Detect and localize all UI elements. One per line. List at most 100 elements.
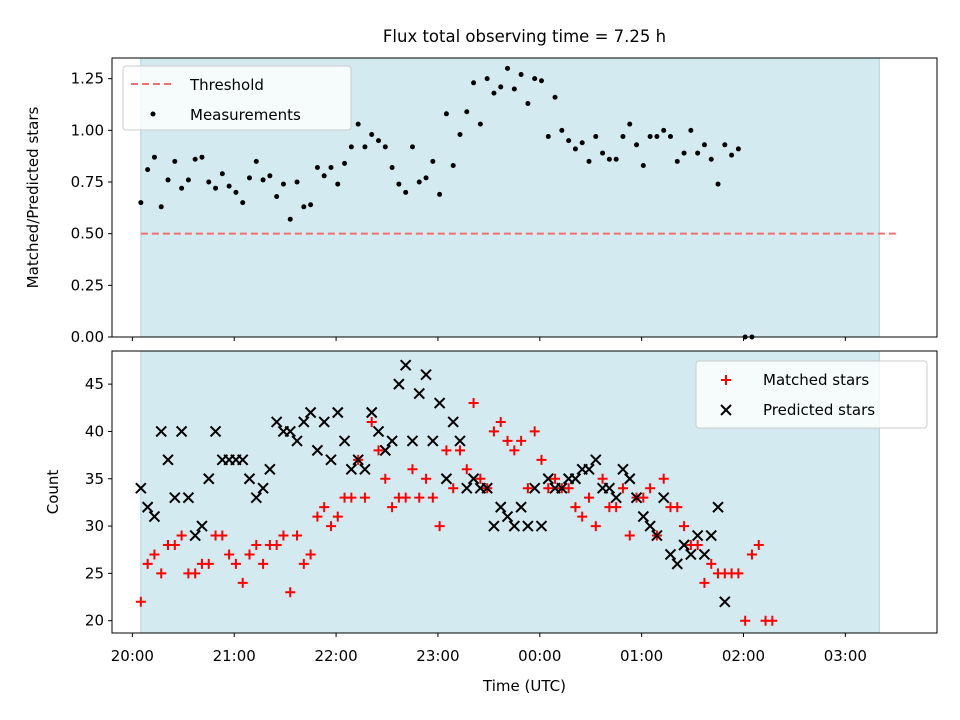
predicted-star-point <box>162 454 174 466</box>
y-tick-label: 0.50 <box>71 225 104 243</box>
matched-star-point <box>407 464 418 475</box>
predicted-star-point <box>311 444 324 457</box>
predicted-star-point <box>461 482 473 494</box>
measurement-point <box>369 131 375 137</box>
matched-star-point <box>271 539 282 550</box>
measurement-point <box>498 84 504 90</box>
matched-star-point <box>387 502 398 513</box>
measurement-point <box>722 142 728 148</box>
matched-star-point <box>658 473 669 484</box>
matched-star-point <box>441 445 452 456</box>
legend-predicted-label: Predicted stars <box>763 401 875 419</box>
predicted-star-point <box>603 482 616 494</box>
predicted-star-point <box>270 416 283 428</box>
predicted-star-point <box>583 463 595 475</box>
measurement-point <box>301 204 307 210</box>
matched-star-point <box>325 521 336 532</box>
y-tick-label: 0.75 <box>71 173 104 191</box>
x-tick-label: 00:00 <box>518 647 561 665</box>
predicted-star-point <box>399 359 412 371</box>
predicted-star-point <box>175 425 188 438</box>
measurement-point <box>491 90 497 96</box>
measurement-point <box>382 144 388 150</box>
matched-star-point <box>156 568 167 579</box>
predicted-star-point <box>379 444 392 457</box>
matched-star-point <box>584 492 595 503</box>
measurement-point <box>416 179 422 185</box>
predicted-star-point <box>291 435 303 447</box>
matched-star-point <box>468 398 479 409</box>
matched-star-point <box>577 511 588 522</box>
predicted-star-point <box>678 539 690 551</box>
measurement-point <box>362 144 368 150</box>
predicted-star-point <box>196 520 208 532</box>
measurement-point <box>409 144 415 150</box>
measurement-point <box>674 158 680 164</box>
measurement-point <box>226 183 232 189</box>
matched-star-point <box>550 473 561 484</box>
legend-matched-label: Matched stars <box>763 371 869 389</box>
x-tick-label: 03:00 <box>824 647 867 665</box>
matched-star-point <box>414 492 425 503</box>
measurement-point <box>729 152 735 158</box>
measurement-point <box>518 72 524 78</box>
matched-star-point <box>624 530 635 541</box>
measurement-point <box>511 86 517 92</box>
measurement-point <box>681 150 687 156</box>
y-tick-label: 20 <box>85 612 104 630</box>
matched-star-point <box>169 539 180 550</box>
predicted-star-point <box>243 473 256 485</box>
measurement-points <box>138 65 755 340</box>
measurement-point <box>219 171 225 177</box>
predicted-star-point <box>556 482 568 494</box>
measurement-point <box>715 181 721 187</box>
matched-star-point <box>767 615 778 626</box>
matched-star-point <box>611 502 622 513</box>
matched-star-point <box>509 445 520 456</box>
matched-star-point <box>753 539 764 550</box>
x-tick-label: 21:00 <box>213 647 256 665</box>
legend-matched-swatch <box>721 375 731 385</box>
measurement-point <box>206 179 212 185</box>
matched-star-point <box>597 473 608 484</box>
predicted-star-point <box>610 491 622 504</box>
matched-star-point <box>454 445 465 456</box>
measurement-point <box>661 127 667 133</box>
matched-star-point <box>516 435 527 446</box>
predicted-star-point <box>332 406 344 419</box>
matched-star-point <box>570 502 581 513</box>
matched-star-point <box>292 530 303 541</box>
predicted-star-point <box>189 529 201 542</box>
matched-star-point <box>190 568 201 579</box>
matched-star-point <box>529 426 540 437</box>
matched-star-point <box>448 483 459 494</box>
measurement-point <box>253 158 259 164</box>
predicted-star-point <box>705 529 717 542</box>
measurement-point <box>735 146 741 152</box>
matched-star-point <box>536 454 547 465</box>
matched-star-point <box>488 426 499 437</box>
legend-measurements-swatch <box>150 111 156 117</box>
ratio-panel: 0.00 0.25 0.50 0.75 1.00 1.25 Matched/Predict… <box>24 57 938 346</box>
ratio-x-tick-marks <box>131 337 846 341</box>
measurement-point <box>179 185 185 191</box>
matched-star-point <box>332 511 343 522</box>
predicted-star-point <box>135 482 147 494</box>
matched-star-point <box>421 473 432 484</box>
ratio-legend: Threshold Measurements <box>122 65 352 131</box>
count-axes-frame <box>111 350 938 634</box>
matched-star-point <box>224 549 235 560</box>
matched-star-point <box>645 483 656 494</box>
predicted-star-point <box>433 397 446 409</box>
matched-star-point <box>176 530 187 541</box>
legend-x-marker <box>720 404 732 416</box>
predicted-star-point <box>304 406 317 419</box>
x-tick-label: 01:00 <box>620 647 663 665</box>
matched-star-points <box>135 398 778 626</box>
predicted-star-point <box>657 491 670 504</box>
matched-star-point <box>502 435 513 446</box>
predicted-star-point <box>698 548 711 561</box>
matched-star-point <box>434 521 445 532</box>
predicted-star-point <box>182 491 195 504</box>
